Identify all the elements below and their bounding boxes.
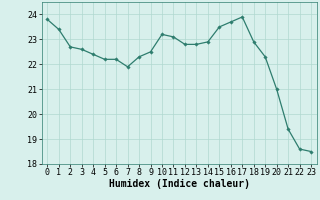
X-axis label: Humidex (Indice chaleur): Humidex (Indice chaleur): [109, 179, 250, 189]
